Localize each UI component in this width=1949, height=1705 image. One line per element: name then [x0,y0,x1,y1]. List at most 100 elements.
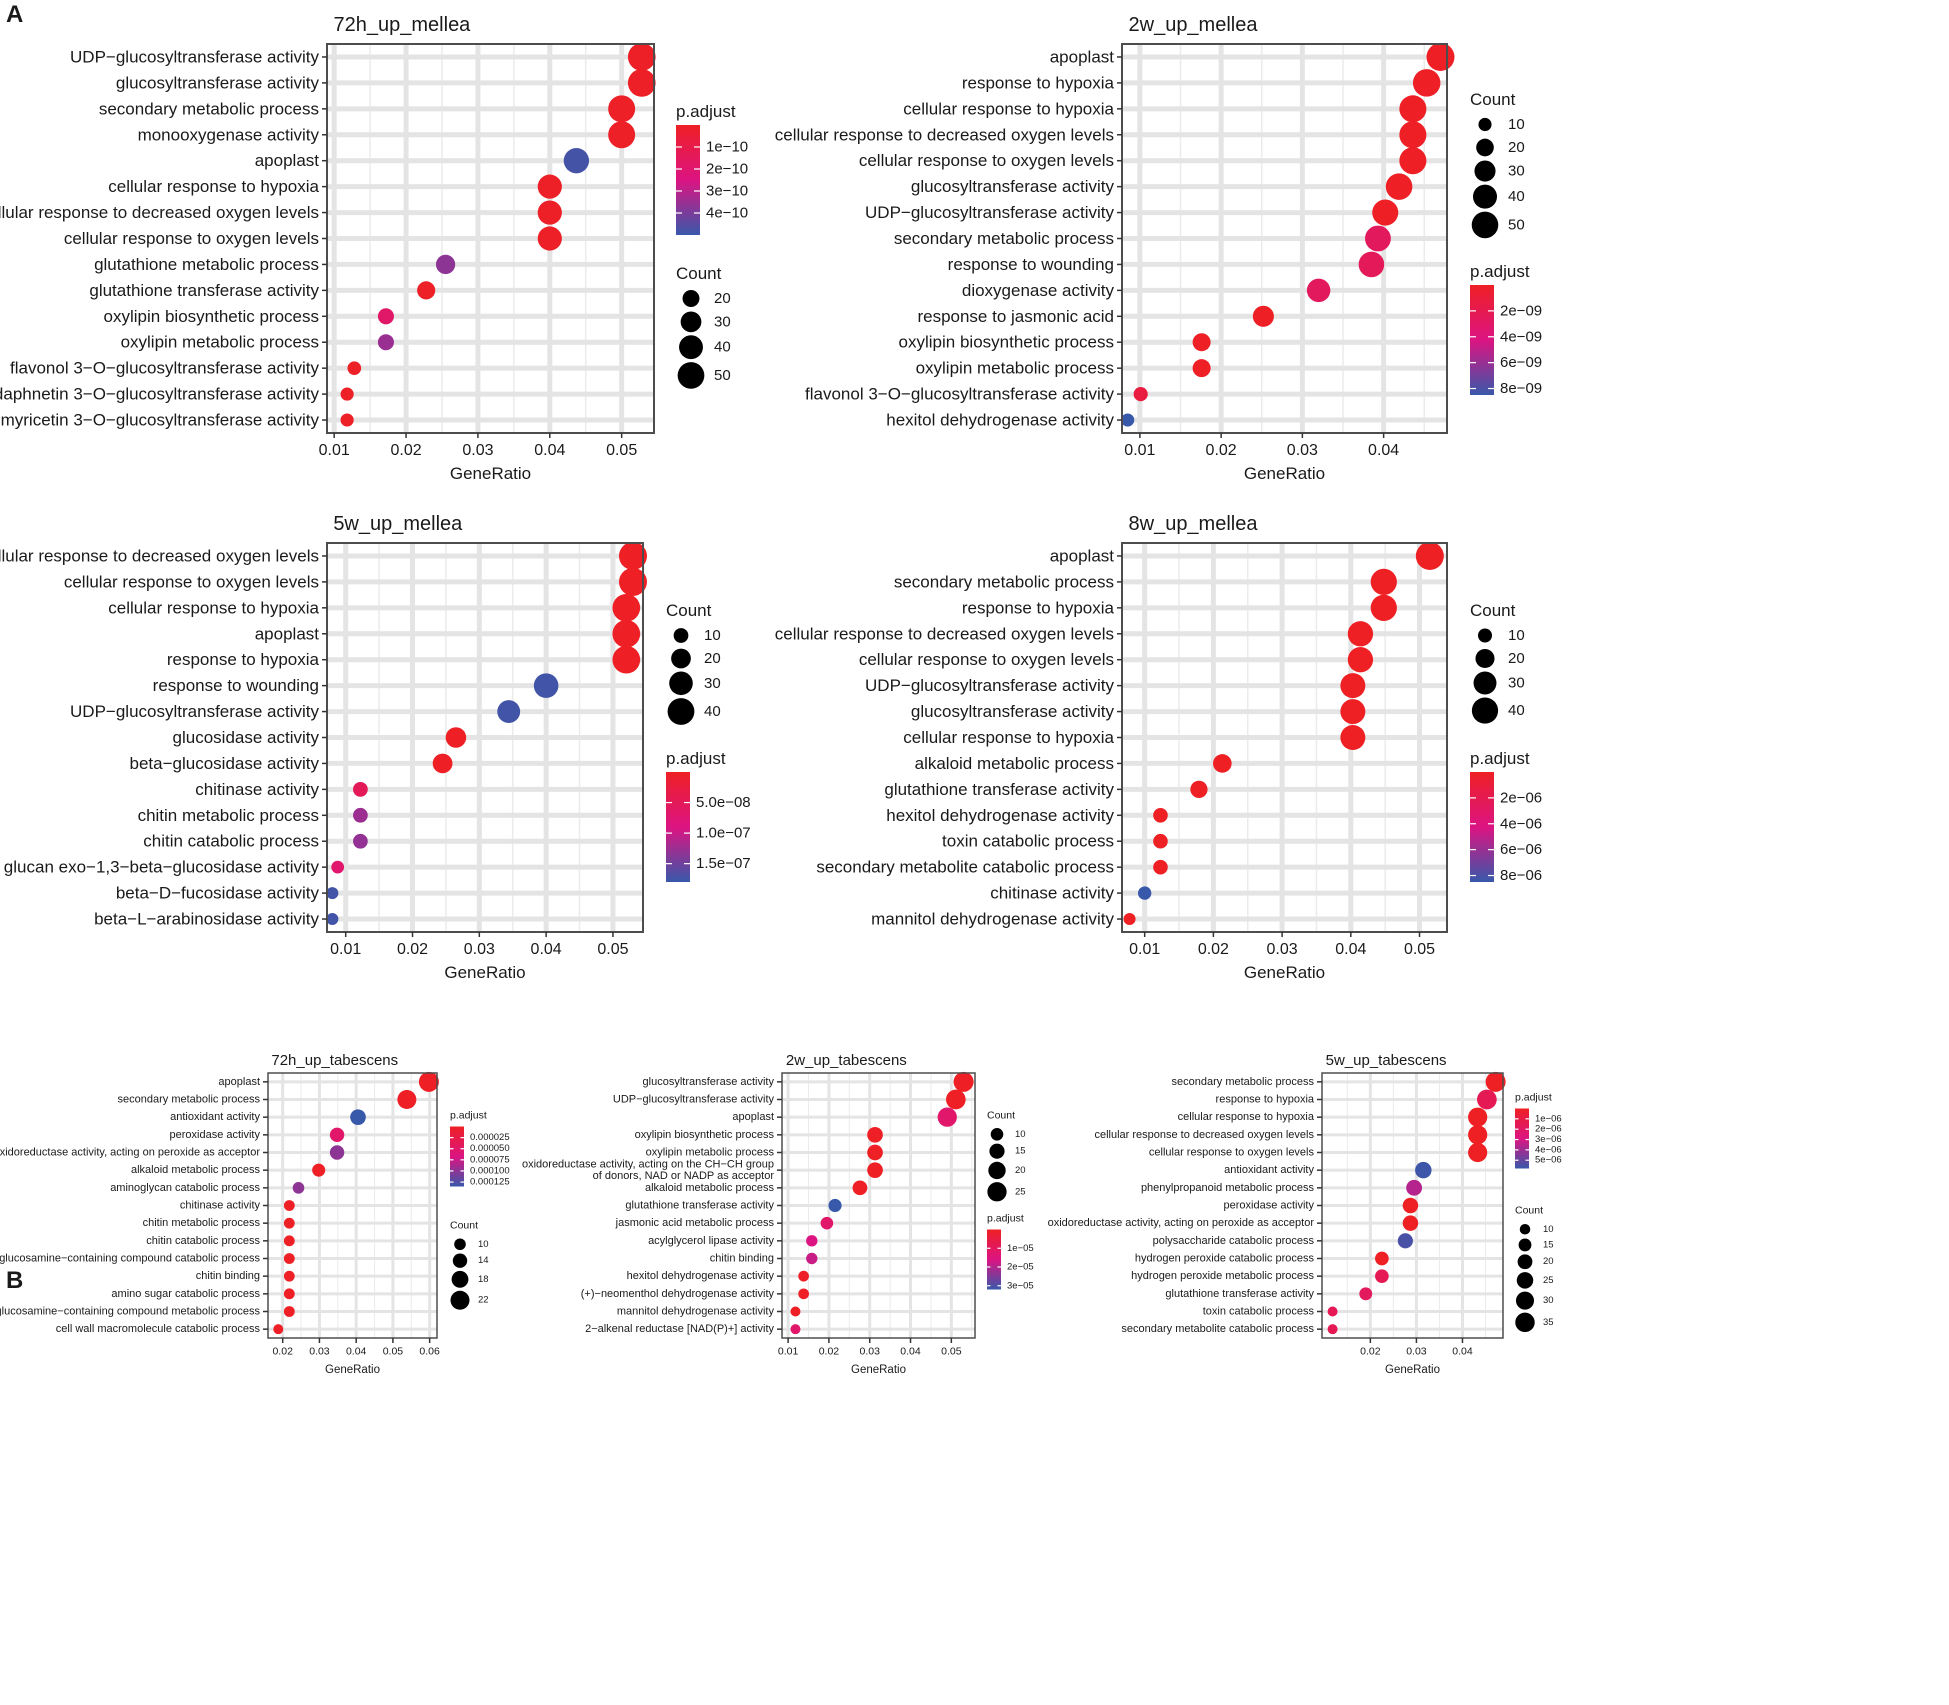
y-tick-label: acylglycerol lipase activity [648,1235,774,1247]
y-tick-label: daphnetin 3−O−glucosyltransferase activi… [0,385,319,404]
data-point [1153,808,1168,823]
data-point [497,700,521,724]
size-legend-title: Count [676,264,722,283]
y-tick-label: secondary metabolic process [894,572,1114,591]
size-legend-circle [680,311,702,333]
y-tick-label: glutathione transferase activity [884,780,1114,799]
size-legend-circle [989,1143,1005,1159]
data-point [353,782,368,797]
y-tick-label: chitin metabolic process [143,1217,261,1229]
size-legend-label: 20 [704,650,721,667]
size-legend-circle [669,671,693,696]
y-tick-label: dioxygenase activity [962,281,1115,300]
dotplot-2w_up_tabescens: glucosyltransferase activity UDP−glucosyl… [522,1052,1034,1376]
color-legend-label: 0.000050 [470,1143,510,1154]
y-tick-label: chitin catabolic process [143,832,319,851]
y-tick-label: antioxidant activity [170,1111,260,1123]
data-point [329,1145,345,1160]
color-legend-label: 4e−10 [706,205,748,222]
x-axis-label: GeneRatio [851,1364,906,1376]
y-tick-label: chitin catabolic process [146,1235,260,1247]
y-tick-label: beta−L−arabinosidase activity [94,910,319,929]
y-tick-label: oxylipin biosynthetic process [635,1129,775,1141]
data-point [283,1200,295,1211]
y-tick-label: cellular response to hypoxia [903,728,1114,747]
size-legend-circle [1478,117,1492,132]
size-legend-label: 50 [1508,216,1525,233]
y-tick-label: cellular response to decreased oxygen le… [0,203,319,222]
data-point [312,1163,326,1177]
y-tick-label: cellular response to oxygen levels [859,650,1114,669]
data-point [326,913,339,926]
size-legend-label: 10 [478,1239,489,1250]
data-point [1426,42,1455,71]
y-tick-label: toxin catabolic process [942,832,1114,851]
size-legend-circle [987,1182,1007,1202]
data-point [331,860,345,874]
x-tick-label: 0.03 [462,442,493,459]
color-legend-title: p.adjust [676,102,736,121]
dotplot-72h_up_mellea: UDP−glucosyltransferase activity glucosyl… [0,14,748,483]
data-point [340,413,354,427]
data-point [1153,859,1168,875]
x-tick-label: 0.05 [941,1346,962,1358]
y-tick-label: glutathione metabolic process [94,255,319,274]
data-point [612,645,641,674]
y-tick-label: (+)−neomenthol dehydrogenase activity [581,1288,775,1300]
data-point [537,200,562,225]
size-legend-label: 10 [1508,627,1525,644]
y-tick-label: 2−alkenal reductase [NAD(P)+] activity [585,1323,774,1335]
size-legend-label: 50 [714,367,731,384]
y-tick-label: glucosyltransferase activity [911,702,1115,721]
color-legend-label: 1.5e−07 [696,855,751,872]
data-point [329,1127,345,1143]
y-tick-label: hydrogen peroxide catabolic process [1135,1253,1315,1265]
data-point [806,1252,818,1265]
data-point [283,1235,295,1247]
data-point [1375,1269,1389,1283]
data-point [1327,1324,1338,1335]
size-legend-label: 30 [1508,674,1525,691]
x-tick-label: 0.02 [272,1346,293,1358]
color-legend-title: p.adjust [1515,1092,1552,1104]
y-tick-label: hydrogen peroxide metabolic process [1131,1270,1314,1282]
y-tick-label: beta−glucosidase activity [130,754,320,773]
color-legend-label: 6e−06 [1500,841,1542,858]
color-legend-label: 2e−09 [1500,302,1542,319]
size-legend-circle [1515,1291,1535,1310]
size-legend-label: 40 [714,339,731,356]
dotplot-5w_up_mellea: cellular response to decreased oxygen le… [0,513,751,982]
data-point [432,753,453,774]
y-tick-label: mannitol dehydrogenase activity [617,1306,775,1318]
x-tick-label: 0.04 [900,1346,921,1358]
y-tick-label: glucosyltransferase activity [643,1076,775,1088]
data-point [397,1090,417,1109]
data-point [445,727,467,748]
y-tick-label: oxylipin metabolic process [916,359,1114,378]
y-tick-label: glucosamine−containing compound cataboli… [0,1253,260,1265]
size-legend-label: 15 [1015,1146,1026,1157]
color-legend-label: 6e−09 [1500,354,1542,371]
data-point [1402,1197,1419,1214]
y-tick-label: glucan exo−1,3−beta−glucosidase activity [4,858,320,877]
data-point [608,121,636,149]
data-point [1375,1251,1389,1266]
data-point [608,95,636,123]
data-point [533,673,559,698]
y-tick-label: hexitol dehydrogenase activity [886,806,1114,825]
data-point [1402,1215,1419,1231]
data-point [1412,69,1441,97]
color-legend-title: p.adjust [987,1213,1024,1225]
data-point [1190,780,1208,798]
data-point [798,1288,809,1300]
data-point [1327,1306,1338,1317]
y-tick-label: hexitol dehydrogenase activity [886,411,1114,430]
color-legend-label: 0.000075 [470,1154,510,1165]
data-point [1399,95,1427,123]
chart-title: 72h_up_tabescens [271,1052,398,1069]
x-tick-label: 0.03 [1267,941,1298,958]
size-legend-circle [1516,1272,1534,1289]
data-point [1415,541,1444,570]
data-point [377,308,394,325]
y-tick-label: peroxidase activity [170,1129,261,1141]
